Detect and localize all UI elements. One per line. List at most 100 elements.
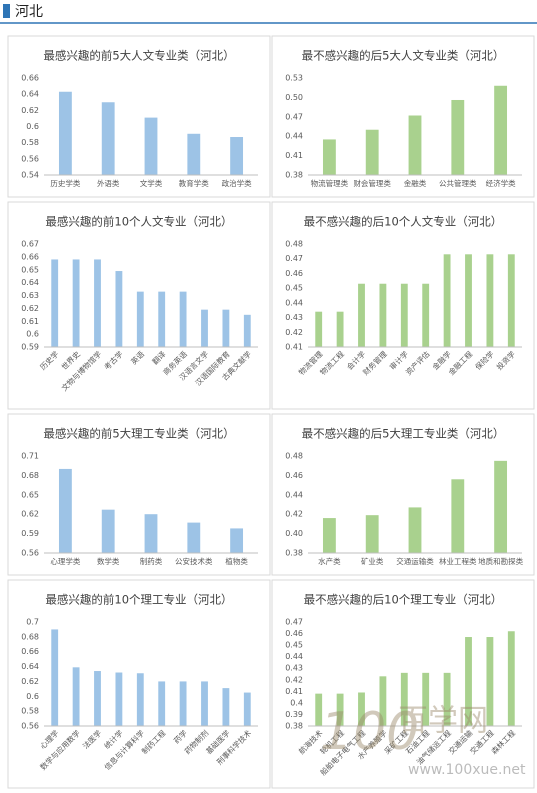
- bar: [408, 507, 422, 553]
- chart-panel: [7, 413, 271, 576]
- y-tick-label: 0.6: [26, 692, 39, 701]
- y-tick-label: 0.68: [21, 471, 39, 480]
- y-tick-label: 0.48: [285, 452, 303, 461]
- x-tick-label: 数学类: [97, 556, 120, 566]
- y-tick-label: 0.46: [285, 629, 303, 638]
- y-tick-label: 0.41: [285, 687, 303, 696]
- bar: [400, 672, 408, 726]
- y-tick-label: 0.46: [285, 269, 303, 278]
- x-tick-label: 历史学类: [50, 178, 80, 188]
- chart-title: 最感兴趣的前5大理工专业类（河北）: [43, 427, 234, 441]
- x-tick-label: 金融类: [404, 178, 427, 188]
- chart-title: 最感兴趣的前10个理工专业（河北）: [45, 593, 232, 607]
- chart-panel: [271, 35, 535, 198]
- y-tick-label: 0.62: [21, 304, 39, 313]
- y-tick-label: 0.40: [285, 529, 303, 538]
- bar: [94, 671, 101, 726]
- bar: [507, 631, 515, 726]
- bar: [144, 514, 158, 553]
- bar: [494, 460, 508, 553]
- y-tick-label: 0.38: [285, 549, 303, 558]
- chart-title: 最不感兴趣的后5大人文专业类（河北）: [302, 49, 505, 63]
- bar: [187, 522, 201, 553]
- chart-title: 最感兴趣的前10个人文专业（河北）: [45, 215, 232, 229]
- x-tick-label: 制药类: [140, 556, 163, 566]
- bar: [51, 259, 59, 347]
- watermark: 100 百学网 www.100xue.net: [320, 702, 526, 778]
- bar: [230, 137, 244, 175]
- y-tick-label: 0.7: [26, 618, 39, 627]
- y-tick-label: 0.38: [285, 722, 303, 731]
- bar: [144, 117, 158, 175]
- bar: [322, 518, 336, 553]
- x-tick-label: 物流管理类: [311, 178, 349, 188]
- y-tick-label: 0.6: [26, 122, 39, 131]
- y-tick-label: 0.42: [285, 510, 303, 519]
- bar: [443, 672, 451, 726]
- bar: [358, 692, 365, 726]
- bar: [72, 667, 80, 726]
- y-tick-label: 0.41: [285, 343, 303, 352]
- bar: [115, 271, 123, 347]
- watermark-name: 百学网: [398, 704, 488, 739]
- y-tick-label: 0.59: [21, 529, 39, 538]
- bar: [422, 672, 430, 726]
- x-tick-label: 心理学类: [50, 556, 80, 566]
- x-tick-label: 政治学类: [222, 178, 252, 188]
- x-tick-label: 公共管理类: [439, 178, 477, 188]
- y-tick-label: 0.65: [21, 265, 39, 274]
- bar: [379, 283, 387, 347]
- y-tick-label: 0.54: [21, 171, 39, 180]
- y-tick-label: 0.58: [21, 138, 39, 147]
- header-title: 河北: [15, 4, 43, 20]
- charts: 最感兴趣的前5大人文专业类（河北） 0.54 0.56 0.58 0.6 0.62 0.64…: [7, 35, 535, 789]
- y-tick-label: 0.43: [285, 664, 303, 673]
- y-tick-label: 0.65: [21, 490, 39, 499]
- bar: [179, 291, 187, 347]
- bar: [451, 479, 465, 553]
- watermark-url: www.100xue.net: [408, 762, 526, 778]
- y-tick-label: 0.47: [285, 254, 303, 263]
- y-tick-label: 0.44: [285, 298, 303, 307]
- bar: [443, 254, 451, 347]
- y-tick-label: 0.63: [21, 291, 39, 300]
- bar: [179, 681, 187, 726]
- y-tick-label: 0.66: [21, 74, 39, 83]
- x-tick-label: 矿业类: [361, 556, 384, 566]
- bar: [315, 311, 323, 347]
- x-tick-label: 地质和勘探类: [478, 556, 523, 566]
- bar: [58, 468, 72, 553]
- bar: [365, 129, 379, 175]
- y-tick-label: 0.44: [285, 132, 303, 141]
- bar: [222, 309, 230, 347]
- y-tick-label: 0.59: [21, 343, 39, 352]
- x-tick-label: 文学类: [140, 178, 163, 188]
- bar: [243, 692, 251, 726]
- bar: [201, 681, 208, 726]
- chart-title: 最感兴趣的前5大人文专业类（河北）: [43, 49, 234, 63]
- chart-panel: [7, 35, 271, 198]
- bar: [222, 688, 230, 726]
- chart-title: 最不感兴趣的后5大理工专业类（河北）: [302, 427, 505, 441]
- bar: [136, 291, 144, 347]
- bar: [507, 254, 515, 347]
- y-tick-label: 0.39: [285, 710, 303, 719]
- bar: [58, 91, 72, 175]
- bar: [365, 515, 379, 553]
- bar: [72, 259, 80, 347]
- y-tick-label: 0.42: [285, 328, 303, 337]
- y-tick-label: 0.56: [21, 722, 39, 731]
- bar: [451, 99, 465, 175]
- bar: [336, 693, 344, 726]
- y-tick-label: 0.56: [21, 154, 39, 163]
- bar: [358, 283, 365, 347]
- y-tick-label: 0.41: [285, 151, 303, 160]
- y-tick-label: 0.62: [21, 510, 39, 519]
- y-tick-label: 0.58: [21, 707, 39, 716]
- bar: [465, 637, 472, 726]
- y-tick-label: 0.64: [21, 90, 39, 99]
- y-tick-label: 0.53: [285, 74, 303, 83]
- bar: [486, 254, 494, 347]
- header-icon: [3, 4, 10, 18]
- bar: [486, 637, 494, 726]
